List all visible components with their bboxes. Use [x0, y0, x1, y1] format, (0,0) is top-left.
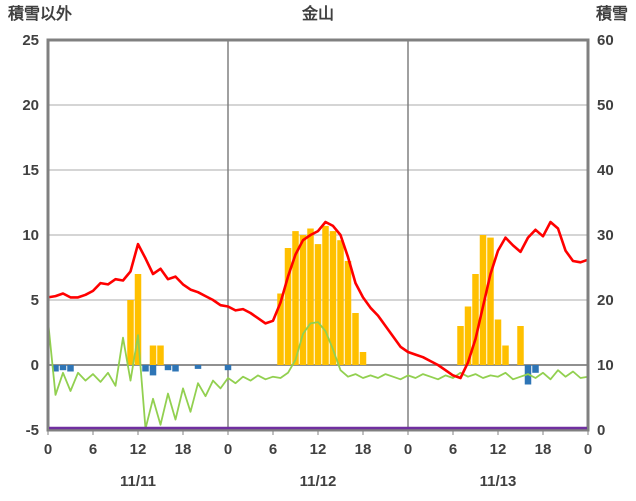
x-axis-hour-label: 0 — [584, 441, 592, 458]
left-axis-tick-label: 0 — [31, 357, 39, 374]
blue-bars-bar — [67, 365, 74, 372]
right-axis-tick-label: 0 — [597, 422, 605, 439]
orange-bars-bar — [322, 225, 329, 365]
x-axis-hour-label: 6 — [269, 441, 277, 458]
x-axis-hour-label: 12 — [490, 441, 507, 458]
blue-bars-bar — [164, 365, 172, 371]
orange-bars-bar — [457, 326, 464, 365]
x-axis-hour-label: 6 — [449, 441, 457, 458]
right-axis-tick-label: 40 — [597, 162, 614, 179]
x-axis-hour-label: 12 — [310, 441, 327, 458]
orange-bars-bar — [157, 345, 164, 365]
blue-bars-bar — [59, 365, 67, 371]
orange-bars-bar — [359, 352, 367, 365]
orange-bars-bar — [292, 231, 299, 365]
right-axis-tick-label: 60 — [597, 32, 614, 49]
x-axis-hour-label: 12 — [130, 441, 147, 458]
orange-bars-bar — [464, 306, 472, 365]
right-axis-tick-label: 30 — [597, 227, 614, 244]
x-axis-hour-label: 18 — [355, 441, 372, 458]
orange-bars-bar — [329, 231, 337, 365]
x-axis-date-label: 11/11 — [120, 473, 156, 490]
orange-bars-bar — [472, 274, 479, 365]
x-axis-hour-label: 0 — [404, 441, 412, 458]
x-axis-hour-label: 6 — [89, 441, 97, 458]
orange-bars-bar — [277, 293, 284, 365]
blue-bars-bar — [149, 365, 157, 376]
chart-title: 金山 — [301, 6, 334, 23]
right-axis-tick-label: 20 — [597, 292, 614, 309]
blue-bars-bar — [52, 365, 59, 372]
plot-frame — [46, 38, 590, 432]
right-axis-title: 積雪 — [595, 6, 628, 23]
orange-bars-bar — [127, 300, 134, 365]
orange-bars-bar — [307, 228, 314, 365]
left-axis-tick-label: 5 — [31, 292, 39, 309]
orange-bars-bar — [487, 237, 494, 365]
blue-bars-bar — [172, 365, 179, 372]
blue-bars-bar — [532, 365, 539, 373]
left-axis-tick-label: 15 — [22, 162, 39, 179]
x-axis-hour-label: 0 — [44, 441, 52, 458]
orange-bars-bar — [502, 345, 509, 365]
right-axis-tick-label: 10 — [597, 357, 614, 374]
x-axis-hour-label: 18 — [175, 441, 192, 458]
red-line — [46, 220, 590, 380]
orange-bars-bar — [149, 345, 157, 365]
orange-bars-bar — [344, 261, 352, 365]
x-axis-hour-label: 18 — [535, 441, 552, 458]
left-axis-tick-label: 10 — [22, 227, 39, 244]
orange-bars-bar — [517, 326, 524, 365]
orange-bars-bar — [299, 235, 307, 365]
x-axis-date-label: 11/13 — [480, 473, 517, 490]
blue-bars-bar — [194, 365, 202, 369]
left-axis-title: 積雪以外 — [8, 6, 73, 23]
left-axis-tick-label: -5 — [26, 422, 39, 439]
orange-bars-bar — [479, 235, 487, 365]
x-axis-date-label: 11/12 — [300, 473, 337, 490]
right-axis-tick-label: 50 — [597, 97, 614, 114]
left-axis-tick-label: 20 — [22, 97, 39, 114]
orange-bars-bar — [337, 240, 344, 365]
orange-bars-bar — [284, 248, 292, 365]
left-axis-tick-label: 25 — [22, 32, 39, 49]
orange-bars-bar — [352, 313, 359, 365]
x-axis-hour-label: 0 — [224, 441, 232, 458]
green-line — [47, 319, 589, 430]
blue-bars-bar — [224, 365, 232, 371]
orange-bars-bar — [134, 274, 142, 365]
orange-bars-bar — [314, 244, 322, 365]
blue-bars-bar — [142, 365, 149, 372]
orange-bars-bar — [494, 319, 502, 365]
